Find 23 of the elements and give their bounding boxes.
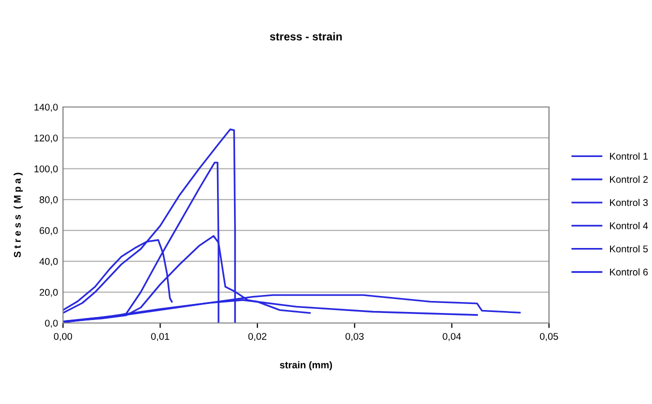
x-tick-label: 0,01 [151, 332, 170, 342]
x-axis-title: strain (mm) [280, 361, 332, 370]
y-tick-label: 80,0 [40, 196, 58, 204]
x-tick-label: 0,04 [442, 332, 461, 342]
legend-label: Kontrol 1 [610, 152, 648, 160]
x-tick-label: 0,03 [346, 332, 364, 342]
y-axis-title: S t r e s s ( M p a ) [14, 172, 23, 258]
y-tick-label: 120,0 [34, 134, 58, 143]
legend-label: Kontrol 6 [610, 268, 648, 276]
y-tick-label: 60,0 [40, 227, 58, 236]
y-tick-label: 20,0 [40, 288, 58, 297]
x-tick-label: 0,02 [248, 332, 266, 342]
legend-label: Kontrol 3 [610, 198, 648, 206]
legend-label: Kontrol 5 [610, 245, 648, 252]
chart-title: stress - strain [270, 32, 342, 40]
legend-label: Kontrol 4 [610, 222, 648, 230]
y-tick-label: 140,0 [34, 104, 58, 112]
y-tick-label: 0,0 [45, 320, 58, 328]
x-tick-label: 0,05 [540, 332, 558, 342]
y-tick-label: 100,0 [34, 165, 58, 174]
x-tick-label: 0,00 [54, 332, 72, 342]
legend-label: Kontrol 2 [610, 176, 648, 183]
y-tick-label: 40,0 [39, 258, 58, 266]
